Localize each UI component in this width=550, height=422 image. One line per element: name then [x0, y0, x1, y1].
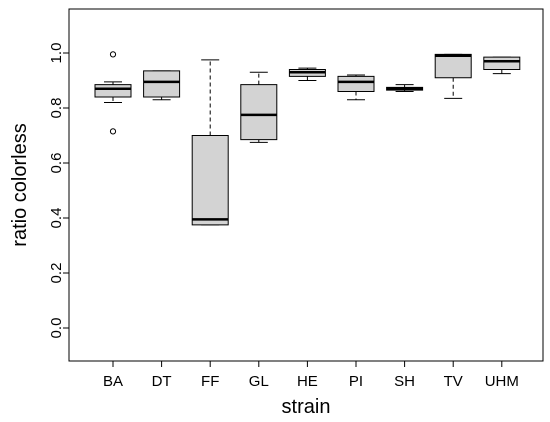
box-PI [337, 74, 375, 101]
box-GL [240, 71, 278, 143]
x-tick-label: BA [103, 373, 123, 390]
box-BA [94, 51, 132, 135]
outlier-point [109, 128, 117, 135]
x-axis-title: strain [282, 396, 331, 418]
y-tick-label: 0.0 [48, 318, 65, 339]
x-tick-label: DT [152, 373, 172, 390]
y-tick-label: 0.8 [48, 98, 65, 119]
plot-frame [68, 8, 544, 362]
x-tick-label: UHM [485, 373, 519, 390]
x-tick-label: TV [444, 373, 463, 390]
box-HE [288, 67, 326, 81]
y-tick-label: 1.0 [48, 43, 65, 64]
box-SH [386, 84, 424, 92]
iqr-box [191, 135, 229, 226]
iqr-box [337, 75, 375, 92]
y-tick-label: 0.4 [48, 208, 65, 229]
x-tick-label: HE [297, 373, 318, 390]
outlier-point [109, 51, 117, 58]
x-tick-label: FF [201, 373, 219, 390]
x-tick-label: SH [394, 373, 415, 390]
iqr-box [143, 70, 181, 98]
iqr-box [434, 53, 472, 79]
iqr-box [240, 84, 278, 141]
box-DT [143, 70, 181, 101]
boxes-layer [94, 51, 521, 226]
y-tick-label: 0.6 [48, 153, 65, 174]
iqr-box [94, 84, 132, 98]
x-tick-label: GL [249, 373, 269, 390]
iqr-box [483, 56, 521, 70]
x-tick-label: PI [349, 373, 363, 390]
y-axis-title: ratio colorless [9, 123, 31, 246]
x-axis: BA DT FF GL HE PI SH TV UHM [103, 361, 519, 390]
box-TV [434, 53, 472, 99]
box-FF [191, 59, 229, 226]
box-UHM [483, 56, 521, 75]
y-tick-label: 0.2 [48, 263, 65, 284]
y-axis: 0.0 0.2 0.4 0.6 0.8 1.0 [48, 43, 69, 339]
